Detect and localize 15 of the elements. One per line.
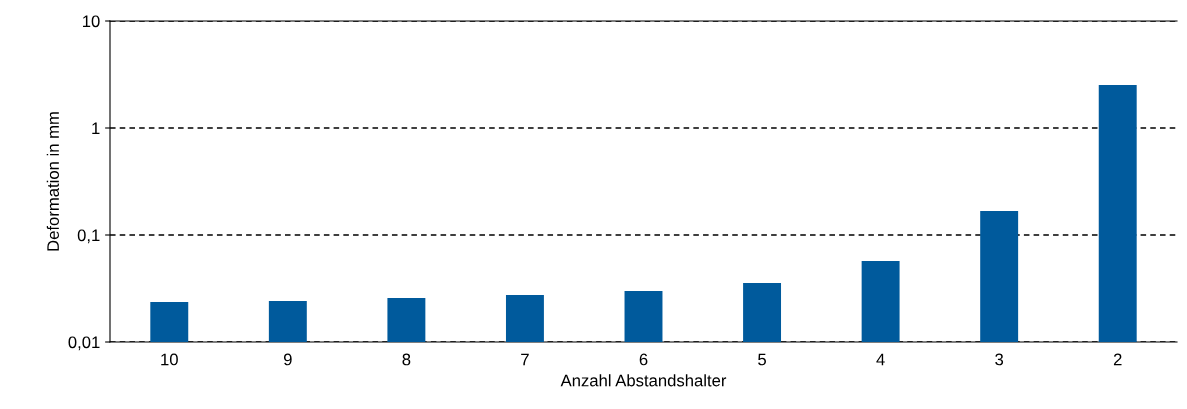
x-tick-label: 8 — [402, 353, 411, 366]
y-tick-label: 1 — [92, 122, 100, 135]
x-axis-title: Anzahl Abstandshalter — [560, 374, 727, 387]
y-tick-label: 0,01 — [68, 336, 100, 351]
x-tick-label: 3 — [995, 353, 1004, 366]
x-tick-label: 6 — [639, 353, 648, 366]
x-tick-label: 4 — [876, 353, 885, 366]
y-tick-label: 0,1 — [77, 229, 100, 244]
y-tick-label: 10 — [83, 15, 100, 28]
x-tick-label: 5 — [758, 353, 766, 366]
x-tick-label: 9 — [283, 353, 292, 366]
x-tick-label: 10 — [161, 353, 178, 366]
x-tick-label: 2 — [1113, 353, 1122, 366]
x-tick-label: 7 — [521, 353, 529, 366]
y-axis-title: Deformation in mm — [46, 112, 59, 251]
